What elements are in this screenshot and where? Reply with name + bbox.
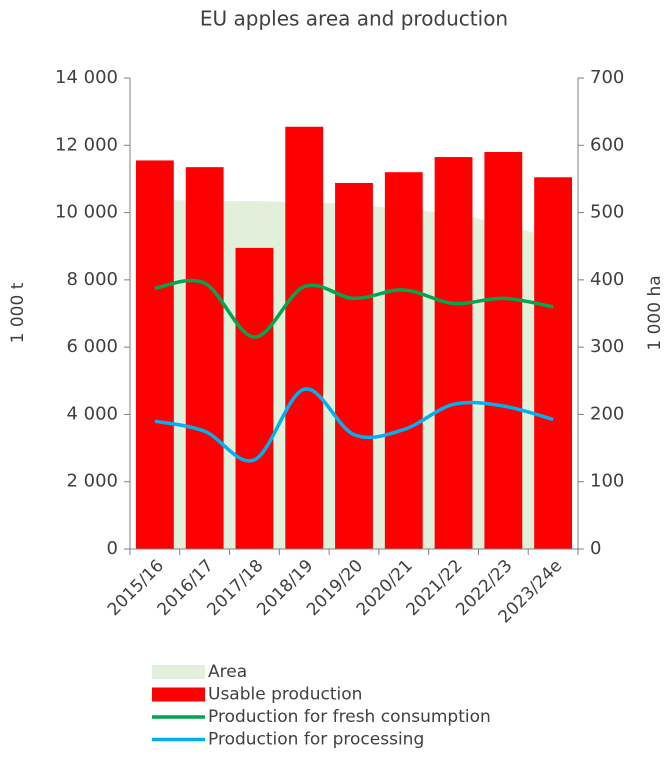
y2-tick-label: 200 xyxy=(590,403,624,424)
y2-tick-label: 300 xyxy=(590,336,624,357)
y2-tick-label: 0 xyxy=(590,538,601,559)
line xyxy=(154,278,554,339)
legend-swatch xyxy=(152,687,205,702)
y-tick-label: 2 000 xyxy=(66,471,118,492)
y-tick-label: 12 000 xyxy=(55,134,118,155)
bar xyxy=(484,152,523,549)
legend-label: Area xyxy=(208,662,247,682)
y2-tick-label: 400 xyxy=(590,269,624,290)
chart-title: EU apples area and production xyxy=(200,7,508,31)
y2-tick-label: 100 xyxy=(590,471,624,492)
bar xyxy=(384,172,423,549)
y-axis-label: 1 000 t xyxy=(8,282,28,343)
y-tick-label: 4 000 xyxy=(66,403,118,424)
bar xyxy=(235,247,274,549)
bar xyxy=(534,177,573,549)
y-tick-label: 0 xyxy=(107,538,118,559)
bar xyxy=(434,157,473,549)
y2-tick-label: 500 xyxy=(590,202,624,223)
bar xyxy=(185,167,224,549)
y-tick-label: 6 000 xyxy=(66,336,118,357)
y-tick-label: 14 000 xyxy=(55,67,118,88)
y-tick-label: 10 000 xyxy=(55,202,118,223)
legend-label: Production for fresh consumption xyxy=(208,707,491,727)
y2-tick-label: 700 xyxy=(590,67,624,88)
bar xyxy=(285,126,324,550)
y-tick-label: 8 000 xyxy=(66,269,118,290)
legend-label: Production for processing xyxy=(208,730,424,750)
legend-label: Usable production xyxy=(208,685,362,705)
bar xyxy=(135,160,174,550)
legend-swatch xyxy=(152,665,205,679)
y2-axis-label: 1 000 ha xyxy=(645,275,665,350)
y2-tick-label: 600 xyxy=(590,134,624,155)
bar xyxy=(335,182,373,550)
line xyxy=(154,387,554,463)
